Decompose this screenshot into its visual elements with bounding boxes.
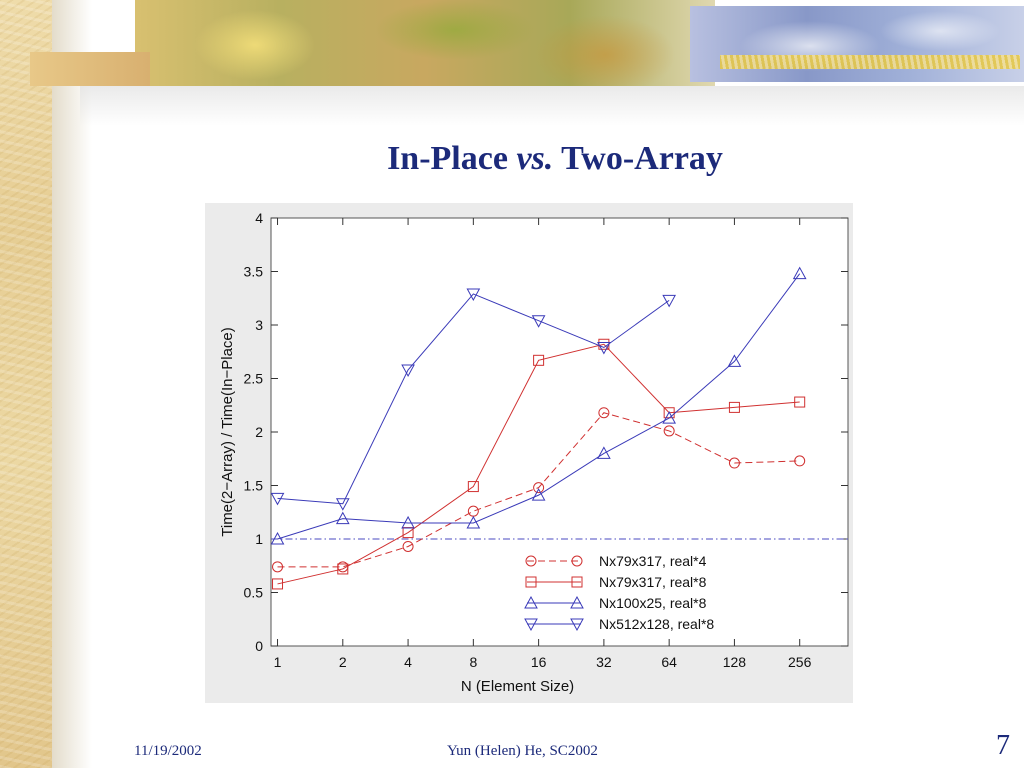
banner-blue-strip [690,6,1024,82]
data-point-series-1 [402,540,414,552]
x-axis-label: N (Element Size) [461,678,574,695]
data-point-series-2 [467,481,479,493]
y-axis-label: Time(2−Array) / Time(In−Place) [219,327,236,537]
x-tick-label: 2 [339,654,347,670]
series-line-4 [277,293,670,505]
legend-marker-3 [524,595,538,609]
legend-marker-2 [571,576,583,588]
legend-marker-2 [525,576,537,588]
legend-label-3: Nx100x25, real*8 [599,595,707,611]
data-point-series-3 [662,411,676,424]
data-point-series-3 [270,531,285,545]
y-tick-label: 0 [255,638,263,654]
x-tick-label: 32 [596,654,612,670]
data-point-series-2 [337,563,349,575]
data-point-series-1 [663,425,675,437]
x-tick-label: 256 [788,654,812,670]
banner-gold-strip [720,55,1020,69]
data-point-series-3 [792,266,807,280]
data-point-series-2 [728,401,740,413]
x-tick-label: 8 [469,654,477,670]
data-point-series-3 [597,446,611,459]
y-tick-label: 0.5 [244,585,264,601]
y-tick-label: 4 [255,210,263,226]
series-line-2 [277,343,800,585]
line-chart: 0 0.5 1 1.5 2 2.5 3 3.5 4 1 2 4 8 16 32 64 128 256 N (Elem… [219,210,849,695]
x-tick-label: 16 [531,654,547,670]
parchment-shadow [52,0,92,768]
series-line-1 [277,412,800,568]
y-tick-label: 1.5 [244,478,264,494]
data-point-series-2 [272,578,284,590]
slide-title: In-Place vs. Two-Array [300,140,810,178]
data-point-series-4 [270,492,285,506]
y-tick-label: 3 [255,317,263,333]
y-tick-label: 1 [255,531,263,547]
legend-box [517,549,769,637]
data-point-series-4 [401,364,415,377]
legend-label-1: Nx79x317, real*4 [599,553,707,569]
data-point-series-4 [662,294,676,308]
data-point-series-3 [531,488,546,501]
data-point-series-2 [533,354,545,366]
x-tick-label: 128 [723,654,747,670]
banner-tan-block [30,52,150,86]
data-point-series-2 [794,396,806,408]
legend-marker-4 [524,618,538,632]
title-prefix: In-Place [387,140,517,177]
chart-container: 0 0.5 1 1.5 2 2.5 3 3.5 4 1 2 4 8 16 32 64 128 256 N (Elem… [205,203,853,703]
legend-marker-3 [570,595,584,609]
legend-label-4: Nx512x128, real*8 [599,616,714,632]
banner-leaf-strip [135,0,715,86]
title-italic: vs. [516,140,554,177]
y-tick-label: 3.5 [244,264,264,280]
data-point-series-3 [401,515,415,529]
parchment-border [0,0,52,768]
legend-marker-4 [570,618,584,632]
data-point-series-1 [794,455,806,467]
data-point-series-4 [531,315,546,328]
y-tick-label: 2 [255,424,263,440]
data-point-series-4 [466,288,481,302]
x-tick-label: 4 [404,654,412,670]
x-tick-label: 64 [661,654,677,670]
series-line-3 [277,273,801,540]
footer-date: 11/19/2002 [134,743,202,759]
legend-label-2: Nx79x317, real*8 [599,574,707,590]
y-tick-label: 2.5 [244,371,264,387]
data-point-series-3 [335,511,350,525]
page-number: 7 [996,730,1010,761]
data-point-series-3 [466,515,481,529]
legend-marker-1 [525,555,537,567]
x-tick-label: 1 [274,654,282,670]
data-point-series-1 [728,457,740,469]
data-point-series-4 [597,341,611,355]
data-point-series-4 [335,498,350,511]
banner-fade [80,86,1024,126]
data-point-series-1 [598,407,610,419]
decorative-banner [30,0,1024,88]
legend-marker-1 [571,555,583,567]
data-point-series-1 [272,561,284,573]
data-point-series-3 [727,354,742,367]
title-suffix: Two-Array [553,140,723,177]
footer-author: Yun (Helen) He, SC2002 [447,743,598,759]
data-point-series-1 [533,482,545,494]
